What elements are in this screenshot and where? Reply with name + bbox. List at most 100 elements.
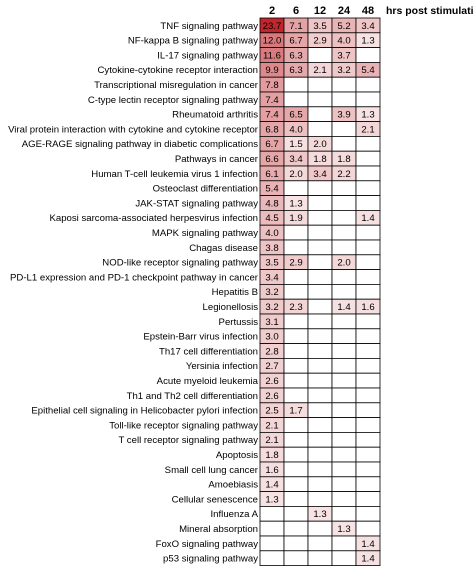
heatmap-cell: [283, 224, 309, 241]
cell-value: 1.3: [313, 509, 326, 520]
pathway-label: Kaposi sarcoma-associated herpesvirus in…: [49, 213, 258, 224]
heatmap-cell: [307, 461, 333, 478]
heatmap-cell: [331, 343, 357, 359]
pathway-label: Cytokine-cytokine receptor interaction: [97, 65, 258, 76]
cell-value: 23.7: [263, 21, 282, 32]
heatmap-cell: [355, 328, 381, 344]
heatmap-cell: [355, 505, 381, 522]
cell-value: 2.1: [265, 435, 278, 446]
pathway-label: Cellular senescence: [172, 494, 258, 505]
cell-value: 6.3: [289, 65, 302, 76]
heatmap-cell: [307, 535, 333, 552]
heatmap-cell: [283, 91, 309, 108]
cell-value: 2.0: [313, 139, 326, 150]
heatmap-cell: [307, 417, 333, 433]
heatmap-cell: [355, 357, 381, 374]
heatmap-cell: [307, 47, 333, 63]
pathway-label: C-type lectin receptor signaling pathway: [88, 95, 258, 106]
pathway-label: Viral protein interaction with cytokine …: [8, 124, 259, 135]
heatmap-cell: [283, 357, 309, 374]
cell-value: 2.3: [289, 302, 302, 313]
column-header-24: 24: [338, 5, 351, 17]
heatmap-cell: [331, 535, 357, 552]
cell-value: 2.7: [265, 361, 278, 372]
heatmap-cell: [331, 417, 357, 433]
cell-value: 7.1: [289, 21, 302, 32]
pathway-label: T cell receptor signaling pathway: [118, 435, 258, 446]
heatmap-cell: [307, 209, 333, 226]
heatmap-cell: [355, 550, 381, 566]
heatmap-cell: [355, 520, 381, 537]
cell-value: 3.5: [313, 21, 326, 32]
heatmap-cell: [331, 195, 357, 211]
heatmap-cell: [331, 283, 357, 300]
pathway-label: Rheumatoid arthritis: [172, 110, 258, 121]
cell-value: 2.1: [361, 124, 374, 135]
heatmap-cell: [331, 239, 357, 256]
column-header-48: 48: [362, 5, 374, 17]
cell-value: 2.8: [265, 346, 278, 357]
cell-value: 1.6: [361, 302, 374, 313]
heatmap-cell: [307, 313, 333, 330]
cell-value: 3.9: [337, 110, 350, 121]
pathway-label: Small cell lung cancer: [165, 465, 259, 476]
cell-value: 3.4: [289, 154, 303, 165]
cell-value: 5.4: [361, 65, 375, 76]
heatmap-cell: [355, 195, 381, 211]
cell-value: 3.8: [265, 243, 278, 254]
heatmap-cell: [331, 328, 357, 344]
heatmap-cell: [307, 283, 333, 300]
heatmap-cell: [355, 343, 381, 359]
cell-value: 2.1: [265, 420, 278, 431]
cell-value: 3.7: [337, 50, 350, 61]
heatmap-cell: [283, 491, 309, 507]
cell-value: 3.2: [337, 65, 350, 76]
heatmap-cell: [355, 224, 381, 241]
heatmap-cell: [307, 402, 333, 418]
heatmap-cell: [331, 357, 357, 374]
heatmap-cell: [331, 313, 357, 330]
column-header-6: 6: [293, 5, 299, 17]
heatmap-cell: [259, 550, 285, 566]
heatmap-cell: [331, 387, 357, 404]
heatmap-cell: [307, 121, 333, 137]
pathway-label: IL-17 signaling pathway: [157, 50, 258, 61]
heatmap-cell: [307, 76, 333, 93]
pathway-label: TNF signaling pathway: [160, 21, 258, 32]
heatmap-cell: [283, 283, 309, 300]
cell-value: 1.4: [361, 213, 375, 224]
cell-value: 9.9: [265, 65, 278, 76]
heatmap-cell: [283, 76, 309, 93]
cell-value: 2.2: [337, 169, 350, 180]
pathway-label: Mineral absorption: [179, 524, 258, 535]
heatmap-cell: [355, 269, 381, 285]
heatmap-cell: [355, 91, 381, 108]
column-header-12: 12: [314, 5, 326, 17]
pathway-label: Pathways in cancer: [175, 154, 259, 165]
heatmap-cell: [307, 431, 333, 448]
cell-value: 7.4: [265, 110, 279, 121]
cell-value: 6.7: [289, 36, 302, 47]
pathway-label: FoxO signaling pathway: [156, 539, 259, 550]
pathway-label: AGE-RAGE signaling pathway in diabetic c…: [22, 139, 258, 150]
heatmap-cell: [283, 535, 309, 552]
column-header-2: 2: [269, 5, 275, 17]
cell-value: 7.8: [265, 80, 278, 91]
heatmap-cell: [355, 150, 381, 167]
cell-value: 2.9: [289, 258, 302, 269]
heatmap-cell: [259, 520, 285, 537]
pathway-label: Th1 and Th2 cell differentiation: [127, 391, 258, 402]
cell-value: 2.6: [265, 376, 278, 387]
pathway-label: NOD-like receptor signaling pathway: [102, 258, 258, 269]
heatmap-cell: [283, 180, 309, 197]
heatmap-cell: [331, 269, 357, 285]
cell-value: 12.0: [263, 36, 282, 47]
cell-value: 6.5: [289, 110, 302, 121]
heatmap-cell: [307, 550, 333, 566]
pathway-label: Epstein-Barr virus infection: [143, 332, 258, 343]
cell-value: 2.0: [289, 169, 302, 180]
cell-value: 5.4: [265, 184, 279, 195]
pathway-label: Apoptosis: [216, 450, 258, 461]
heatmap-cell: [331, 180, 357, 197]
heatmap-cell: [283, 550, 309, 566]
